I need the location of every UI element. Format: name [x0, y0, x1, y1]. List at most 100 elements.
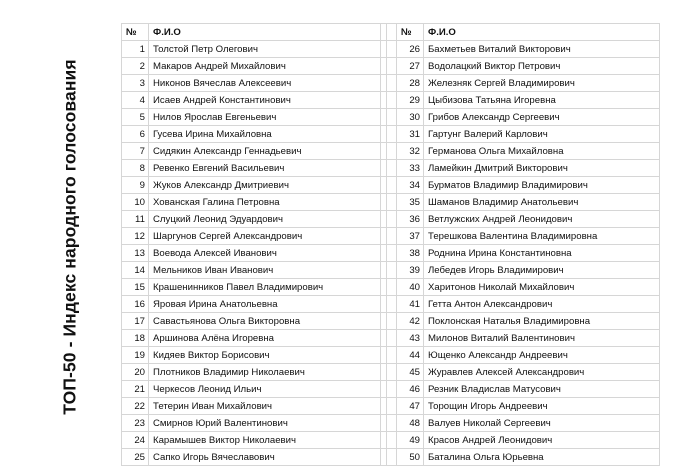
person-name: Баталина Ольга Юрьевна [423, 448, 660, 466]
page-title: ТОП-50 - Индекс народного голосования [59, 59, 80, 415]
table-row: 16 Яровая Ирина Анатольевна [121, 295, 387, 313]
spacer-cell [380, 329, 397, 347]
person-name: Ревенко Евгений Васильевич [148, 159, 387, 177]
table-row: 15 Крашенинников Павел Владимирович [121, 278, 387, 296]
table-row: 50 Баталина Ольга Юрьевна [380, 448, 660, 466]
table-row: 39 Лебедев Игорь Владимирович [380, 261, 660, 279]
rank-number: 19 [121, 346, 149, 364]
table-row: 42 Поклонская Наталья Владимировна [380, 312, 660, 330]
rank-number: 17 [121, 312, 149, 330]
ranking-table-right: № Ф.И.О 26 Бахметьев Виталий Викторович 27… [380, 23, 660, 466]
person-name: Железняк Сергей Владимирович [423, 74, 660, 92]
person-name: Кидяев Виктор Борисович [148, 346, 387, 364]
rank-number: 49 [396, 431, 424, 449]
rank-number: 28 [396, 74, 424, 92]
table-row: 9 Жуков Александр Дмитриевич [121, 176, 387, 194]
rank-number: 6 [121, 125, 149, 143]
person-name: Валуев Николай Сергеевич [423, 414, 660, 432]
table-row: 29 Цыбизова Татьяна Игоревна [380, 91, 660, 109]
rank-number: 22 [121, 397, 149, 415]
person-name: Крашенинников Павел Владимирович [148, 278, 387, 296]
person-name: Водолацкий Виктор Петрович [423, 57, 660, 75]
person-name: Толстой Петр Олегович [148, 40, 387, 58]
person-name: Германова Ольга Михайловна [423, 142, 660, 160]
rank-number: 4 [121, 91, 149, 109]
person-name: Харитонов Николай Михайлович [423, 278, 660, 296]
rank-number: 5 [121, 108, 149, 126]
rank-number: 30 [396, 108, 424, 126]
table-row: 1 Толстой Петр Олегович [121, 40, 387, 58]
table-row: 6 Гусева Ирина Михайловна [121, 125, 387, 143]
rank-number: 7 [121, 142, 149, 160]
table-row: 13 Воевода Алексей Иванович [121, 244, 387, 262]
table-row: 33 Ламейкин Дмитрий Викторович [380, 159, 660, 177]
spacer-cell [380, 414, 397, 432]
rank-number: 39 [396, 261, 424, 279]
rank-number: 12 [121, 227, 149, 245]
spacer-cell [380, 261, 397, 279]
spacer-cell [380, 278, 397, 296]
spacer-cell [380, 210, 397, 228]
rank-number: 29 [396, 91, 424, 109]
person-name: Жуков Александр Дмитриевич [148, 176, 387, 194]
spacer-cell [380, 312, 397, 330]
person-name: Милонов Виталий Валентинович [423, 329, 660, 347]
person-name: Сидякин Александр Геннадьевич [148, 142, 387, 160]
rank-number: 38 [396, 244, 424, 262]
rank-number: 24 [121, 431, 149, 449]
person-name: Бахметьев Виталий Викторович [423, 40, 660, 58]
rank-number: 13 [121, 244, 149, 262]
table-row: 22 Тетерин Иван Михайлович [121, 397, 387, 415]
person-name: Журавлев Алексей Александрович [423, 363, 660, 381]
table-row: 26 Бахметьев Виталий Викторович [380, 40, 660, 58]
table-row: 48 Валуев Николай Сергеевич [380, 414, 660, 432]
person-name: Нилов Ярослав Евгеньевич [148, 108, 387, 126]
table-row: 41 Гетта Антон Александрович [380, 295, 660, 313]
person-name: Цыбизова Татьяна Игоревна [423, 91, 660, 109]
person-name: Роднина Ирина Константиновна [423, 244, 660, 262]
table-row: 10 Хованская Галина Петровна [121, 193, 387, 211]
person-name: Савастьянова Ольга Викторовна [148, 312, 387, 330]
spacer-cell [380, 193, 397, 211]
spacer-cell [380, 159, 397, 177]
spacer-cell [380, 23, 397, 41]
spacer-cell [380, 142, 397, 160]
rank-number: 26 [396, 40, 424, 58]
rank-number: 32 [396, 142, 424, 160]
rank-number: 1 [121, 40, 149, 58]
rank-number: 34 [396, 176, 424, 194]
rank-number: 27 [396, 57, 424, 75]
person-name: Хованская Галина Петровна [148, 193, 387, 211]
ranking-table-left: № Ф.И.О 1 Толстой Петр Олегович 2 Макаров А… [121, 23, 387, 466]
table-row: 43 Милонов Виталий Валентинович [380, 329, 660, 347]
person-name: Слуцкий Леонид Эдуардович [148, 210, 387, 228]
rank-number: 36 [396, 210, 424, 228]
person-name: Воевода Алексей Иванович [148, 244, 387, 262]
table-row: 12 Шаргунов Сергей Александрович [121, 227, 387, 245]
table-row: 8 Ревенко Евгений Васильевич [121, 159, 387, 177]
table-row: 32 Германова Ольга Михайловна [380, 142, 660, 160]
rank-number: 47 [396, 397, 424, 415]
person-name: Гартунг Валерий Карлович [423, 125, 660, 143]
spacer-cell [380, 125, 397, 143]
person-name: Никонов Вячеслав Алексеевич [148, 74, 387, 92]
table-row: 18 Аршинова Алёна Игоревна [121, 329, 387, 347]
person-name: Грибов Александр Сергеевич [423, 108, 660, 126]
person-name: Терешкова Валентина Владимировна [423, 227, 660, 245]
table-row: 38 Роднина Ирина Константиновна [380, 244, 660, 262]
table-row: 3 Никонов Вячеслав Алексеевич [121, 74, 387, 92]
person-name: Яровая Ирина Анатольевна [148, 295, 387, 313]
table-row: 45 Журавлев Алексей Александрович [380, 363, 660, 381]
spacer-cell [380, 91, 397, 109]
rank-number: 48 [396, 414, 424, 432]
person-name: Черкесов Леонид Ильич [148, 380, 387, 398]
person-name: Торощин Игорь Андреевич [423, 397, 660, 415]
rank-number: 2 [121, 57, 149, 75]
rank-number: 10 [121, 193, 149, 211]
spacer-cell [380, 295, 397, 313]
person-name: Ветлужских Андрей Леонидович [423, 210, 660, 228]
rank-number: 40 [396, 278, 424, 296]
rank-number: 16 [121, 295, 149, 313]
rank-number: 3 [121, 74, 149, 92]
rank-number: 50 [396, 448, 424, 466]
